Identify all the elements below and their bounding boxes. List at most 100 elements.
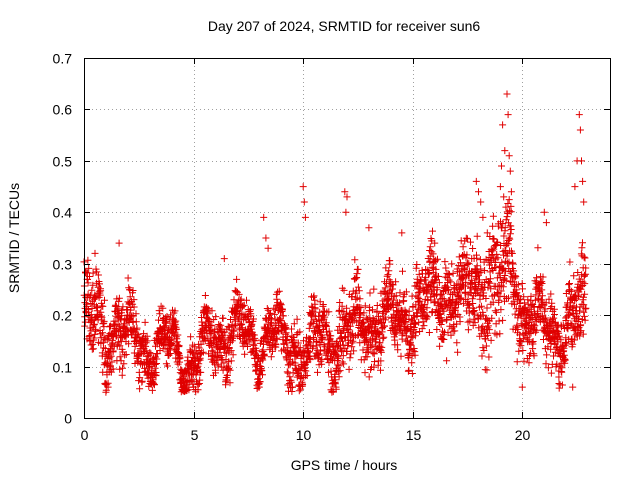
data-point	[150, 381, 158, 388]
data-point	[554, 328, 562, 336]
data-point	[487, 336, 495, 344]
data-point	[275, 287, 283, 295]
data-point	[580, 308, 588, 316]
x-tick-label: 5	[191, 427, 199, 443]
data-point	[566, 280, 573, 287]
data-point	[386, 260, 394, 268]
data-point	[490, 245, 498, 253]
data-point	[148, 386, 156, 394]
data-point	[87, 311, 95, 319]
data-point	[558, 323, 565, 331]
data-point	[462, 254, 470, 262]
data-point	[434, 255, 441, 263]
data-point	[226, 366, 234, 374]
data-point	[101, 296, 108, 304]
data-point	[224, 345, 232, 353]
data-point	[89, 340, 97, 348]
data-point	[504, 200, 512, 207]
data-point	[142, 347, 150, 355]
data-point	[296, 344, 304, 352]
data-point	[506, 278, 514, 285]
data-point	[132, 310, 140, 318]
y-tick-labels: 0 0.1 0.2 0.3 0.4 0.5 0.6 0.7	[53, 51, 73, 427]
data-point	[384, 271, 392, 279]
data-point	[398, 335, 406, 343]
data-point	[506, 235, 514, 243]
data-point	[293, 315, 301, 323]
data-point	[291, 343, 299, 350]
data-point	[248, 320, 256, 328]
data-point	[269, 347, 276, 355]
data-point	[116, 342, 124, 350]
data-point	[389, 296, 397, 304]
data-point	[463, 251, 471, 259]
data-point	[480, 347, 488, 354]
data-point	[300, 198, 308, 206]
data-point	[511, 300, 518, 308]
data-point	[310, 292, 318, 300]
data-point	[174, 331, 182, 339]
data-point	[491, 307, 499, 315]
data-point	[397, 352, 405, 360]
data-point	[556, 362, 564, 370]
data-point	[109, 347, 117, 355]
data-point	[96, 280, 103, 288]
data-point	[578, 157, 585, 165]
data-point	[497, 306, 505, 314]
data-point	[453, 299, 461, 306]
data-point	[227, 316, 234, 323]
data-point	[332, 383, 340, 391]
data-point	[440, 336, 448, 343]
data-point	[90, 321, 98, 329]
data-point	[465, 309, 473, 317]
data-point	[562, 334, 570, 342]
data-point	[377, 357, 385, 365]
data-point	[129, 287, 137, 294]
data-point	[251, 337, 259, 345]
data-point	[392, 329, 400, 337]
data-point	[85, 264, 93, 272]
data-point	[571, 183, 579, 191]
data-point	[379, 334, 387, 342]
x-tick-label: 20	[515, 427, 531, 443]
data-point	[555, 332, 563, 340]
data-point	[277, 317, 285, 325]
data-point	[377, 366, 384, 374]
data-point	[489, 267, 497, 274]
data-point	[512, 273, 520, 281]
data-point	[505, 258, 513, 266]
data-point	[283, 336, 291, 344]
data-point	[483, 229, 491, 237]
data-point	[489, 212, 497, 220]
data-point	[447, 331, 455, 339]
data-point	[533, 326, 541, 334]
data-point	[530, 352, 538, 360]
data-point	[432, 256, 440, 264]
data-point	[513, 358, 521, 366]
data-point	[525, 359, 533, 367]
data-point	[566, 311, 574, 319]
data-point	[540, 336, 547, 343]
data-point	[91, 249, 99, 257]
data-point	[488, 314, 496, 322]
data-point	[240, 301, 248, 309]
data-point	[326, 341, 334, 349]
data-point	[496, 183, 504, 191]
data-point	[137, 358, 145, 366]
data-point	[418, 325, 426, 333]
data-point	[288, 332, 296, 340]
data-point	[106, 354, 114, 362]
data-point	[396, 289, 404, 297]
data-point	[410, 345, 418, 352]
data-point	[120, 360, 128, 368]
data-point	[539, 273, 547, 281]
data-point	[287, 378, 295, 386]
data-point	[233, 275, 241, 283]
data-point	[473, 232, 481, 240]
data-point	[230, 313, 238, 321]
data-point	[581, 305, 589, 313]
data-point	[507, 226, 515, 233]
data-point	[405, 307, 413, 315]
data-point	[217, 321, 225, 329]
data-point	[548, 299, 556, 307]
